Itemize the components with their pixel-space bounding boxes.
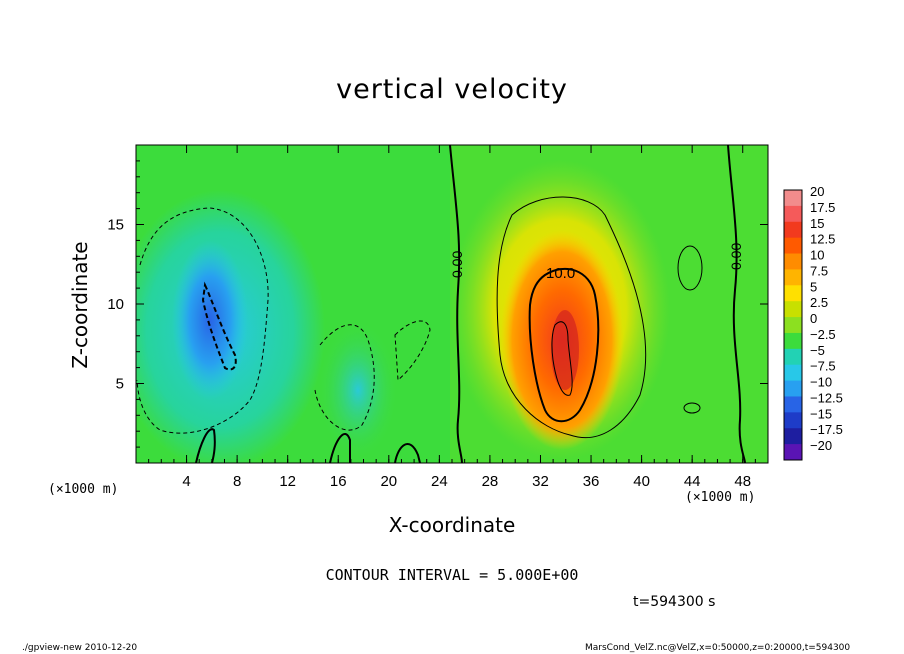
x-unit-label-left: (×1000 m) [48, 482, 119, 497]
colorbar-label: 7.5 [810, 263, 828, 278]
x-tick-label: 4 [182, 473, 190, 490]
x-axis: 4 8 12 16 20 24 28 32 36 40 44 48 [148, 145, 756, 490]
x-axis-label: X-coordinate [388, 513, 516, 537]
contour-label-zero-left: 0.00 [449, 251, 465, 278]
colorbar-swatch [784, 332, 802, 350]
contour-negative-core [201, 281, 237, 371]
colorbar-swatch [784, 317, 802, 334]
colorbar: 2017.51512.5107.552.50−2.5−5−7.5−10−12.5… [783, 184, 843, 461]
chart-title: vertical velocity [336, 74, 568, 105]
colorbar-label: 12.5 [810, 232, 835, 247]
colorbar-swatch [784, 269, 802, 286]
heatmap-field: 0.00 10.0 0.00 [136, 145, 768, 463]
y-tick-label: 15 [107, 217, 124, 234]
contour-negative-outer [136, 207, 269, 434]
colorbar-swatch [784, 380, 802, 397]
colorbar-label: −20 [810, 438, 832, 453]
colorbar-swatch [784, 190, 802, 207]
y-tick-label: 10 [107, 296, 124, 313]
y-axis-label: Z-coordinate [68, 241, 92, 369]
colorbar-frame [783, 189, 803, 461]
colorbar-label: −5 [810, 343, 825, 358]
updraft-peak [551, 310, 579, 390]
colorbar-label: 15 [810, 216, 824, 231]
colorbar-label: 10 [810, 248, 824, 263]
colorbar-label: −2.5 [810, 327, 836, 342]
colorbar-label: 5 [810, 279, 817, 294]
x-tick-label: 28 [482, 473, 499, 490]
x-tick-label: 24 [431, 473, 448, 490]
x-tick-label: 8 [233, 473, 241, 490]
x-tick-label: 32 [532, 473, 549, 490]
contour-zero-right [727, 145, 746, 463]
colorbar-label: 0 [810, 311, 817, 326]
downdraft-secondary [318, 320, 398, 460]
colorbar-swatch [784, 301, 802, 318]
colorbar-label: −7.5 [810, 359, 836, 374]
contours [136, 145, 746, 463]
colorbar-swatch [784, 396, 802, 413]
contour-label-zero-right: 0.00 [728, 243, 744, 270]
colorbar-swatch [784, 428, 802, 445]
contour-positive-15 [551, 321, 573, 396]
contour-bottom-2 [329, 433, 351, 463]
colorbar-label: 17.5 [810, 200, 835, 215]
colorbar-label: 2.5 [810, 295, 828, 310]
contour-positive-small [677, 245, 703, 291]
contour-bottom-3 [394, 443, 421, 463]
colorbar-label: −12.5 [810, 390, 843, 405]
x-tick-label: 44 [684, 473, 701, 490]
file-info: MarsCond_VelZ.nc@VelZ,x=0:50000,z=0:2000… [585, 643, 851, 653]
x-tick-label: 16 [330, 473, 347, 490]
contour-bottom-1 [195, 428, 216, 463]
colorbar-swatch [784, 348, 802, 366]
colorbar-label: −17.5 [810, 422, 843, 437]
x-tick-label: 20 [380, 473, 397, 490]
x-tick-label: 36 [583, 473, 600, 490]
contour-positive-10 [528, 267, 600, 423]
colorbar-label: −10 [810, 375, 832, 390]
colorbar-swatch [784, 285, 802, 302]
colorbar-label: −15 [810, 406, 832, 421]
x-tick-label: 40 [633, 473, 650, 490]
colorbar-swatch [784, 253, 802, 270]
downdraft-core [172, 240, 248, 400]
contour-negative-small [394, 320, 431, 382]
program-info: ./gpview-new 2010-12-20 [22, 643, 138, 653]
x-unit-label-right: (×1000 m) [685, 490, 756, 505]
time-annotation: t=594300 s [633, 594, 716, 610]
contour-negative-secondary [314, 324, 375, 431]
colorbar-swatch [784, 221, 802, 239]
colorbar-swatch [784, 444, 802, 461]
contour-positive-5 [496, 196, 647, 439]
y-axis: 5 10 15 [107, 160, 768, 448]
colorbar-swatch [784, 237, 802, 255]
contour-positive-dot [683, 402, 701, 414]
contour-label-ten: 10.0 [546, 265, 575, 282]
x-tick-label: 12 [279, 473, 296, 490]
colorbar-swatch [784, 205, 802, 223]
colorbar-swatch [784, 412, 802, 429]
contour-interval-text: CONTOUR INTERVAL = 5.000E+00 [325, 566, 579, 584]
colorbar-label: 20 [810, 184, 824, 199]
y-tick-label: 5 [116, 376, 124, 393]
contour-zero-left [449, 145, 463, 463]
x-tick-label: 48 [734, 473, 751, 490]
colorbar-swatch [784, 364, 802, 382]
